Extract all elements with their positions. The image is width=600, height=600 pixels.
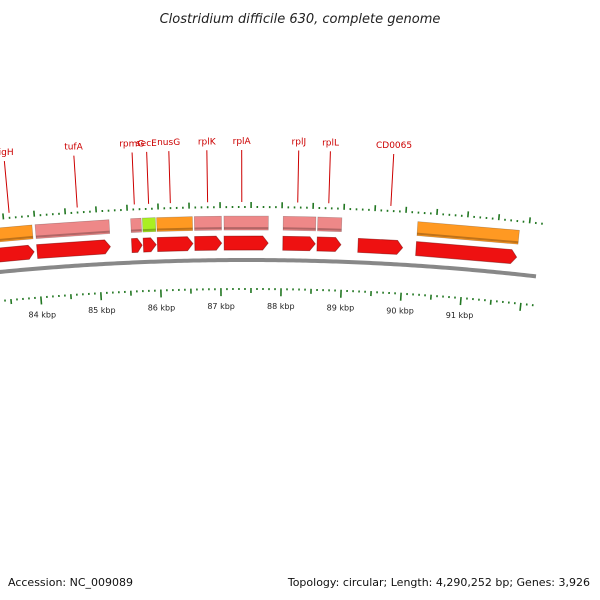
cds-arrow — [415, 241, 518, 264]
gene-feature — [130, 217, 142, 233]
genome-summary: Topology: circular; Length: 4,290,252 bp… — [287, 576, 590, 589]
gene-label-leader — [3, 161, 10, 213]
gene-feature — [282, 215, 317, 232]
cds-arrow — [357, 237, 404, 255]
map-title: Clostridium difficile 630, complete geno… — [160, 12, 441, 27]
scale-tick-label: 89 kbp — [327, 304, 355, 313]
gene-feature — [193, 215, 222, 231]
scale-tick-label: 87 kbp — [207, 302, 235, 311]
scale-major-tick — [40, 296, 43, 305]
gene-label: sigH — [0, 148, 14, 158]
cds-arrow — [316, 236, 342, 252]
gene-label-leader — [328, 151, 331, 204]
scale-major-tick — [459, 297, 462, 306]
scale-tick-label: 84 kbp — [29, 310, 57, 319]
outer-major-tick — [528, 217, 531, 224]
gene-feature-shadow — [317, 227, 342, 231]
gene-label: nusG — [157, 138, 180, 148]
cds-arrow — [142, 237, 157, 253]
scale-major-tick — [519, 302, 522, 311]
scale-tick-label: 86 kbp — [148, 303, 176, 312]
gene-feature-shadow — [35, 230, 110, 238]
cds-arrow — [282, 235, 316, 252]
gene-label-leader — [390, 154, 395, 206]
gene-label: secE — [136, 139, 157, 149]
gene-label: CD0065 — [376, 141, 412, 151]
gene-label-leader — [131, 152, 135, 205]
gene-feature — [142, 217, 157, 233]
gene-label-leader — [146, 151, 150, 204]
gene-feature — [156, 216, 193, 232]
gene-labels: CD0056sigHtufArpmGsecEnusGrplKrplArplJrp… — [0, 137, 412, 213]
gene-feature-shadow — [283, 227, 316, 230]
cds-arrow — [36, 239, 111, 259]
gene-label-leader — [168, 151, 171, 204]
outer-tick-ring — [2, 201, 543, 225]
cds-feature-track — [0, 235, 518, 264]
outer-major-tick — [497, 214, 501, 221]
gene-feature — [0, 224, 34, 243]
cds-arrow — [131, 237, 143, 253]
gene-feature — [223, 215, 269, 231]
gene-label: tufA — [64, 143, 83, 153]
gene-feature-shadow — [416, 232, 519, 244]
gene-label-leader — [297, 150, 300, 203]
cds-arrow — [156, 236, 194, 252]
gene-feature-track — [0, 215, 520, 245]
gene-label: rplK — [198, 137, 217, 147]
gene-feature — [317, 216, 343, 233]
cds-arrow — [223, 235, 269, 251]
scale-tick-label: 85 kbp — [88, 306, 116, 315]
scale-tick-label: 91 kbp — [446, 311, 474, 320]
accession-label: Accession: NC_009089 — [8, 576, 133, 589]
cds-arrow — [194, 235, 223, 251]
gene-feature — [34, 219, 111, 239]
gene-label: rplL — [322, 138, 339, 148]
gene-feature-shadow — [0, 235, 33, 241]
gene-label: rplA — [233, 137, 252, 147]
gene-label-leader — [73, 155, 78, 208]
gene-label: rplJ — [292, 138, 307, 148]
gene-feature — [416, 221, 520, 245]
scale-tick-label: 90 kbp — [386, 307, 414, 316]
genome-backbone — [0, 258, 537, 279]
gene-label: rpmG — [119, 139, 144, 149]
gene-feature-shadow — [156, 227, 193, 231]
outer-major-tick — [467, 211, 470, 218]
gene-label-leader — [206, 150, 209, 203]
cds-arrow — [0, 244, 35, 263]
scale-tick-label: 88 kbp — [267, 302, 295, 311]
outer-major-tick — [2, 213, 5, 220]
